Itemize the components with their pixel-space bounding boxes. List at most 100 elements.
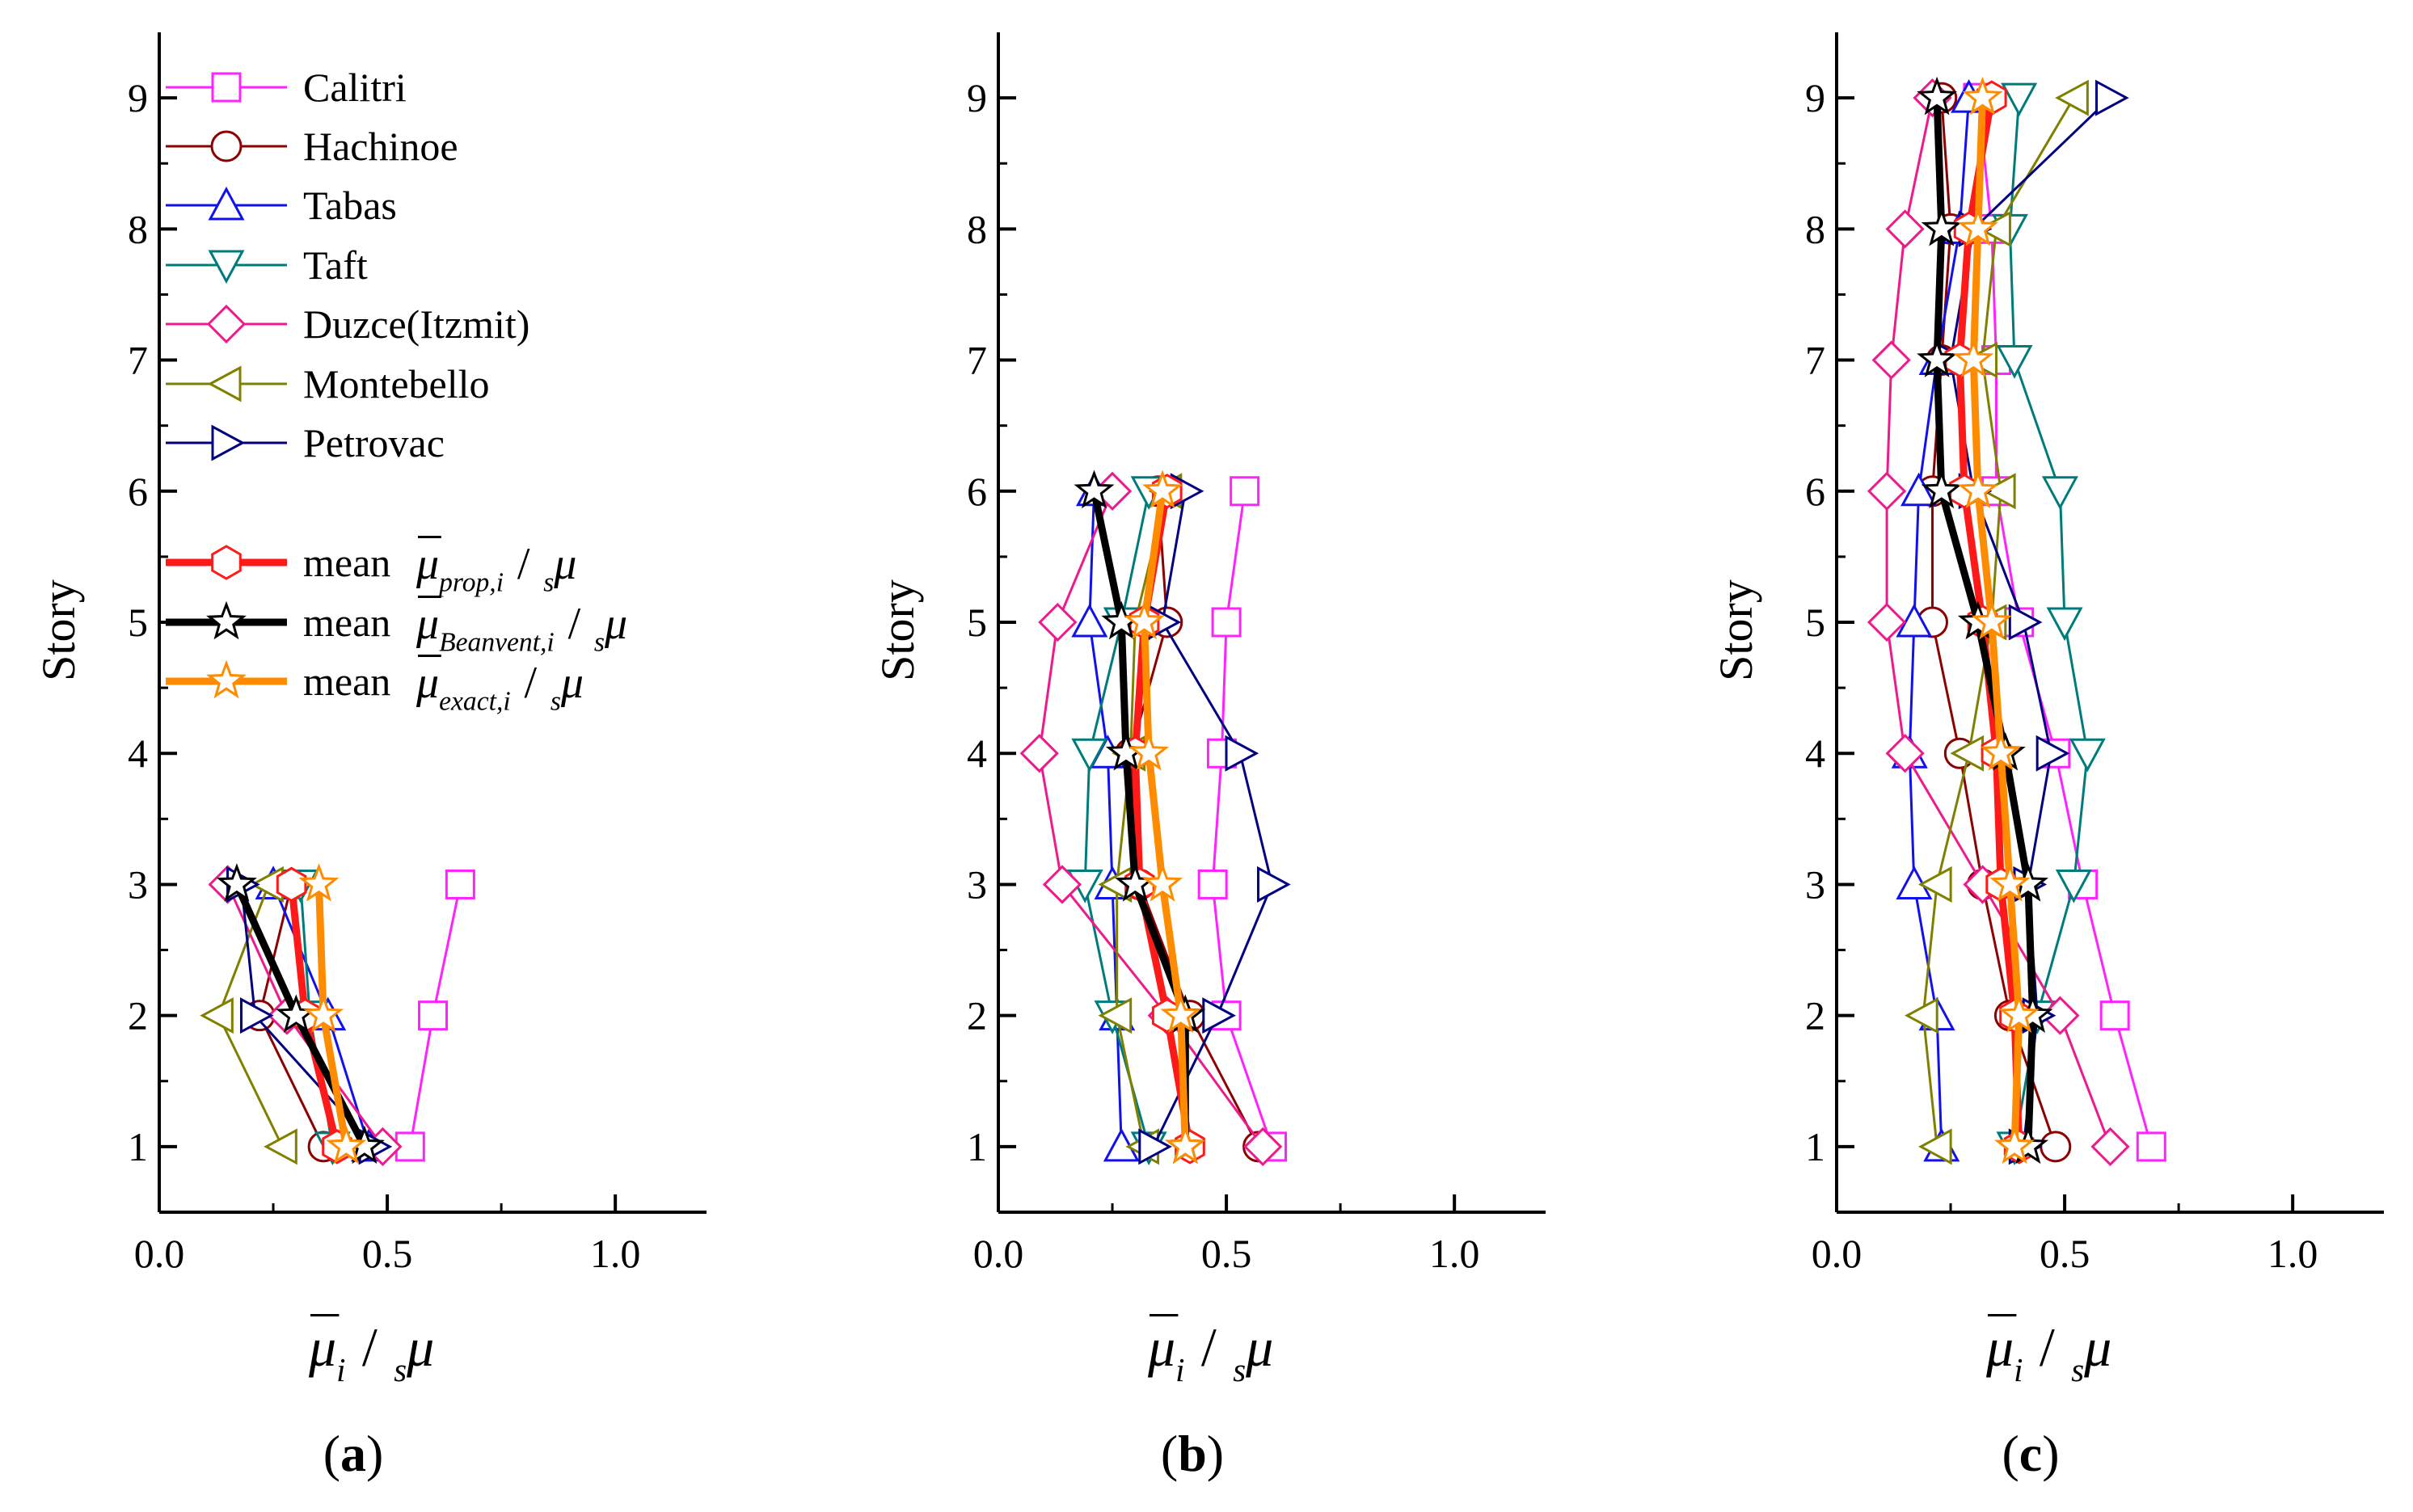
x-tick-label: 1.0 xyxy=(590,1231,641,1276)
legend-label: mean xyxy=(303,600,390,645)
data-point xyxy=(2046,607,2083,642)
y-tick-label: 7 xyxy=(1805,338,1825,383)
y-tick-label: 6 xyxy=(967,469,987,514)
y-tick-label: 1 xyxy=(1805,1124,1825,1169)
y-tick-label: 4 xyxy=(1805,731,1825,776)
data-point xyxy=(1138,1128,1172,1165)
legend-entry-3: Tabas xyxy=(166,183,397,228)
legend-entry-8: mean μprop,i / sμ xyxy=(166,535,576,598)
data-point xyxy=(1917,866,1952,903)
data-point xyxy=(200,997,234,1034)
data-point xyxy=(1981,731,2022,771)
y-tick-label: 8 xyxy=(967,206,987,251)
data-point xyxy=(1042,865,1082,904)
y-axis-label: Story xyxy=(871,579,924,681)
data-point xyxy=(1128,731,1170,771)
y-tick-label: 1 xyxy=(967,1124,987,1169)
data-point xyxy=(2041,476,2078,510)
data-point xyxy=(1074,470,1115,509)
legend-entry-9: mean μBeanvent,i / sμ xyxy=(166,595,627,658)
data-point xyxy=(239,997,274,1034)
data-point xyxy=(1962,76,2003,116)
legend-marker xyxy=(211,424,246,461)
data-point xyxy=(1981,473,2016,510)
series-mean-exact xyxy=(1124,470,1206,1165)
data-point xyxy=(1917,339,1958,377)
series-line xyxy=(1116,491,1169,1148)
series-line xyxy=(1211,491,1273,1148)
legend-marker xyxy=(207,365,242,402)
y-tick-label: 4 xyxy=(128,731,148,776)
data-point xyxy=(1953,339,1994,377)
data-point xyxy=(1019,734,1059,773)
panel-b: 1 2 3 4 5 6 7 8 9 0.0 0.5 1.0 Story μi / sμ (b) xyxy=(871,32,1546,1482)
legend-marker xyxy=(206,304,247,344)
legend-marker xyxy=(211,72,242,103)
y-tick-label: 9 xyxy=(128,75,148,120)
x-axis-label: μi / sμ xyxy=(308,1313,434,1388)
data-point xyxy=(1896,603,1933,638)
panel-label: (b) xyxy=(1161,1425,1224,1482)
panel-label: (c) xyxy=(2002,1425,2059,1482)
data-point xyxy=(1225,735,1259,772)
data-point xyxy=(1977,210,2011,247)
data-point xyxy=(1917,76,1958,116)
data-point xyxy=(1917,1128,1952,1165)
y-tick-label: 5 xyxy=(1805,600,1825,645)
data-point xyxy=(1160,994,1201,1033)
data-point xyxy=(1994,1125,2035,1165)
data-point xyxy=(1142,863,1183,902)
legend-formula-text: μprop,i / sμ xyxy=(416,539,576,598)
series-calitri xyxy=(394,869,475,1162)
legend-formula: μexact,i / sμ xyxy=(416,654,584,717)
data-point xyxy=(1230,476,1260,507)
legend-formula-text: μBeanvent,i / sμ xyxy=(416,599,627,658)
legend-entry-4: Taft xyxy=(166,242,368,288)
y-tick-label: 8 xyxy=(128,206,148,251)
legend-label: Duzce(Itzmit) xyxy=(303,301,529,347)
x-tick-label: 0.5 xyxy=(2040,1231,2090,1276)
data-point xyxy=(1071,738,1108,773)
x-tick-label: 0.5 xyxy=(1201,1231,1252,1276)
data-point xyxy=(2069,738,2106,773)
legend-label: mean xyxy=(303,659,390,704)
data-point xyxy=(2008,604,2043,641)
y-tick-label: 8 xyxy=(1805,206,1825,251)
data-point xyxy=(2055,79,2089,116)
data-point xyxy=(1165,1125,1206,1165)
legend-entry-6: Montebello xyxy=(166,361,490,406)
legend-marker xyxy=(206,600,247,640)
y-tick-label: 2 xyxy=(967,993,987,1038)
data-point xyxy=(1071,603,1108,638)
panel-label: (a) xyxy=(323,1425,384,1482)
data-point xyxy=(2040,1131,2072,1163)
y-tick-label: 6 xyxy=(1805,469,1825,514)
legend: Calitri Hachinoe Tabas Taft Duzce(Itzmit) Mon… xyxy=(166,65,627,717)
data-point xyxy=(2099,1000,2130,1031)
x-tick-label: 1.0 xyxy=(2267,1231,2318,1276)
data-point xyxy=(1996,345,2033,379)
series-mean-exact xyxy=(1953,76,2040,1165)
x-tick-label: 0.5 xyxy=(362,1231,413,1276)
data-point xyxy=(1124,600,1165,640)
data-point xyxy=(1905,997,1938,1034)
y-tick-label: 5 xyxy=(967,600,987,645)
data-point xyxy=(326,1125,367,1165)
data-point xyxy=(2090,1127,2130,1167)
series-line xyxy=(1090,490,1189,1147)
data-point xyxy=(1038,602,1078,642)
y-tick-label: 9 xyxy=(967,75,987,120)
y-tick-label: 7 xyxy=(128,338,148,383)
y-tick-label: 2 xyxy=(128,993,148,1038)
data-point xyxy=(1257,866,1291,903)
y-tick-label: 5 xyxy=(128,600,148,645)
x-axis-label-text: μi / sμ xyxy=(308,1316,434,1388)
x-axis-label: μi / sμ xyxy=(1147,1313,1273,1388)
data-point xyxy=(2035,735,2070,772)
y-tick-label: 7 xyxy=(967,338,987,383)
data-point xyxy=(1243,1127,1283,1167)
data-point xyxy=(2055,869,2092,903)
y-tick-label: 3 xyxy=(1805,861,1825,907)
x-axis-label: μi / sμ xyxy=(1985,1313,2111,1388)
legend-entry-5: Duzce(Itzmit) xyxy=(166,301,529,347)
